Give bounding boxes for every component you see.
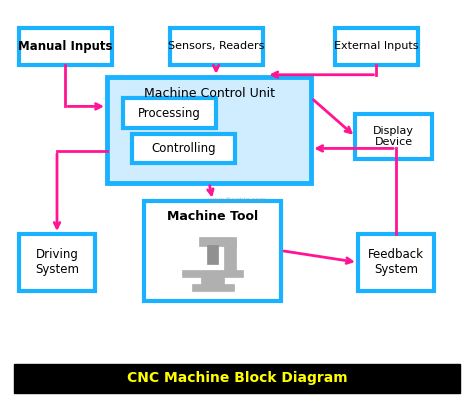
FancyBboxPatch shape (191, 284, 234, 291)
FancyBboxPatch shape (18, 28, 111, 65)
FancyBboxPatch shape (132, 134, 235, 163)
Text: Machine Control Unit: Machine Control Unit (144, 87, 274, 99)
Text: Sensors, Readers: Sensors, Readers (168, 41, 264, 51)
FancyBboxPatch shape (201, 276, 224, 285)
Text: Driving
System: Driving System (35, 248, 79, 276)
FancyBboxPatch shape (356, 114, 432, 159)
FancyBboxPatch shape (224, 240, 236, 271)
FancyBboxPatch shape (107, 77, 311, 183)
FancyBboxPatch shape (207, 245, 218, 264)
FancyBboxPatch shape (170, 28, 263, 65)
Text: Machine Tool: Machine Tool (167, 210, 258, 223)
Text: www.ftechiz.com: www.ftechiz.com (207, 198, 267, 203)
FancyBboxPatch shape (123, 98, 216, 128)
FancyBboxPatch shape (182, 270, 243, 277)
Text: Manual Inputs: Manual Inputs (18, 40, 112, 53)
Text: Feedback
System: Feedback System (368, 248, 424, 276)
FancyBboxPatch shape (144, 200, 281, 301)
FancyBboxPatch shape (358, 234, 434, 291)
FancyBboxPatch shape (199, 237, 236, 246)
FancyBboxPatch shape (14, 364, 460, 393)
Text: CNC Machine Block Diagram: CNC Machine Block Diagram (127, 371, 347, 385)
Text: Display
Device: Display Device (374, 126, 414, 148)
FancyBboxPatch shape (335, 28, 418, 65)
Text: External Inputs: External Inputs (334, 41, 419, 51)
Text: Controlling: Controlling (151, 142, 216, 155)
FancyBboxPatch shape (18, 234, 95, 291)
Text: Processing: Processing (138, 107, 201, 119)
